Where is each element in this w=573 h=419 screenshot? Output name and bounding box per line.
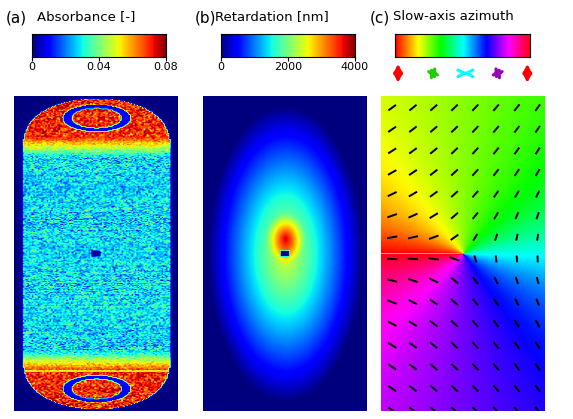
Text: (b): (b) xyxy=(195,10,217,26)
Text: Slow-axis azimuth: Slow-axis azimuth xyxy=(393,10,513,23)
Text: Retardation [nm]: Retardation [nm] xyxy=(215,10,329,23)
Text: Absorbance [-]: Absorbance [-] xyxy=(37,10,136,23)
Text: (c): (c) xyxy=(370,10,390,26)
Text: (a): (a) xyxy=(6,10,27,26)
